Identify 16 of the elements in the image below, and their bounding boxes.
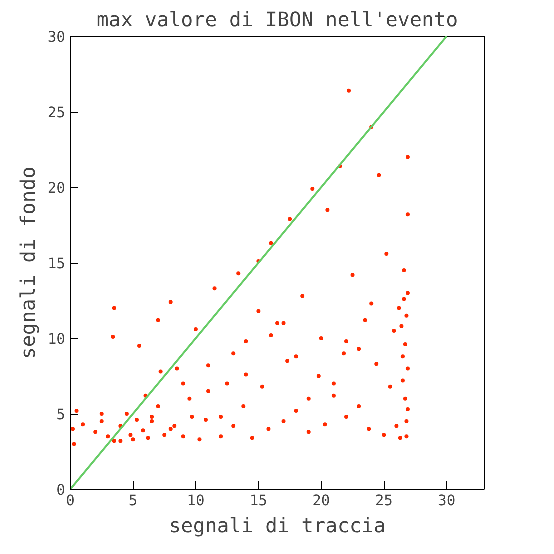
chart-title: max valore di IBON nell'evento xyxy=(96,8,458,32)
x-tick-label: 10 xyxy=(187,492,205,510)
y-tick-label: 20 xyxy=(48,180,66,197)
y-tick-label: 15 xyxy=(48,256,66,272)
x-tick-label: 25 xyxy=(375,492,393,510)
y-tick-label: 10 xyxy=(48,331,66,348)
x-tick-label: 30 xyxy=(438,492,456,510)
x-axis-title: segnali di traccia xyxy=(169,514,386,538)
y-axis-title: segnali di fondo xyxy=(16,166,40,360)
x-tick-label: 15 xyxy=(250,492,268,510)
x-tick-label: 20 xyxy=(312,492,330,510)
y-tick-label: 30 xyxy=(48,29,66,46)
x-tick-label: 5 xyxy=(128,492,138,510)
y-tick-label: 5 xyxy=(56,406,66,424)
y-tick-label: 0 xyxy=(56,482,66,499)
y-tick-label: 25 xyxy=(48,104,66,122)
